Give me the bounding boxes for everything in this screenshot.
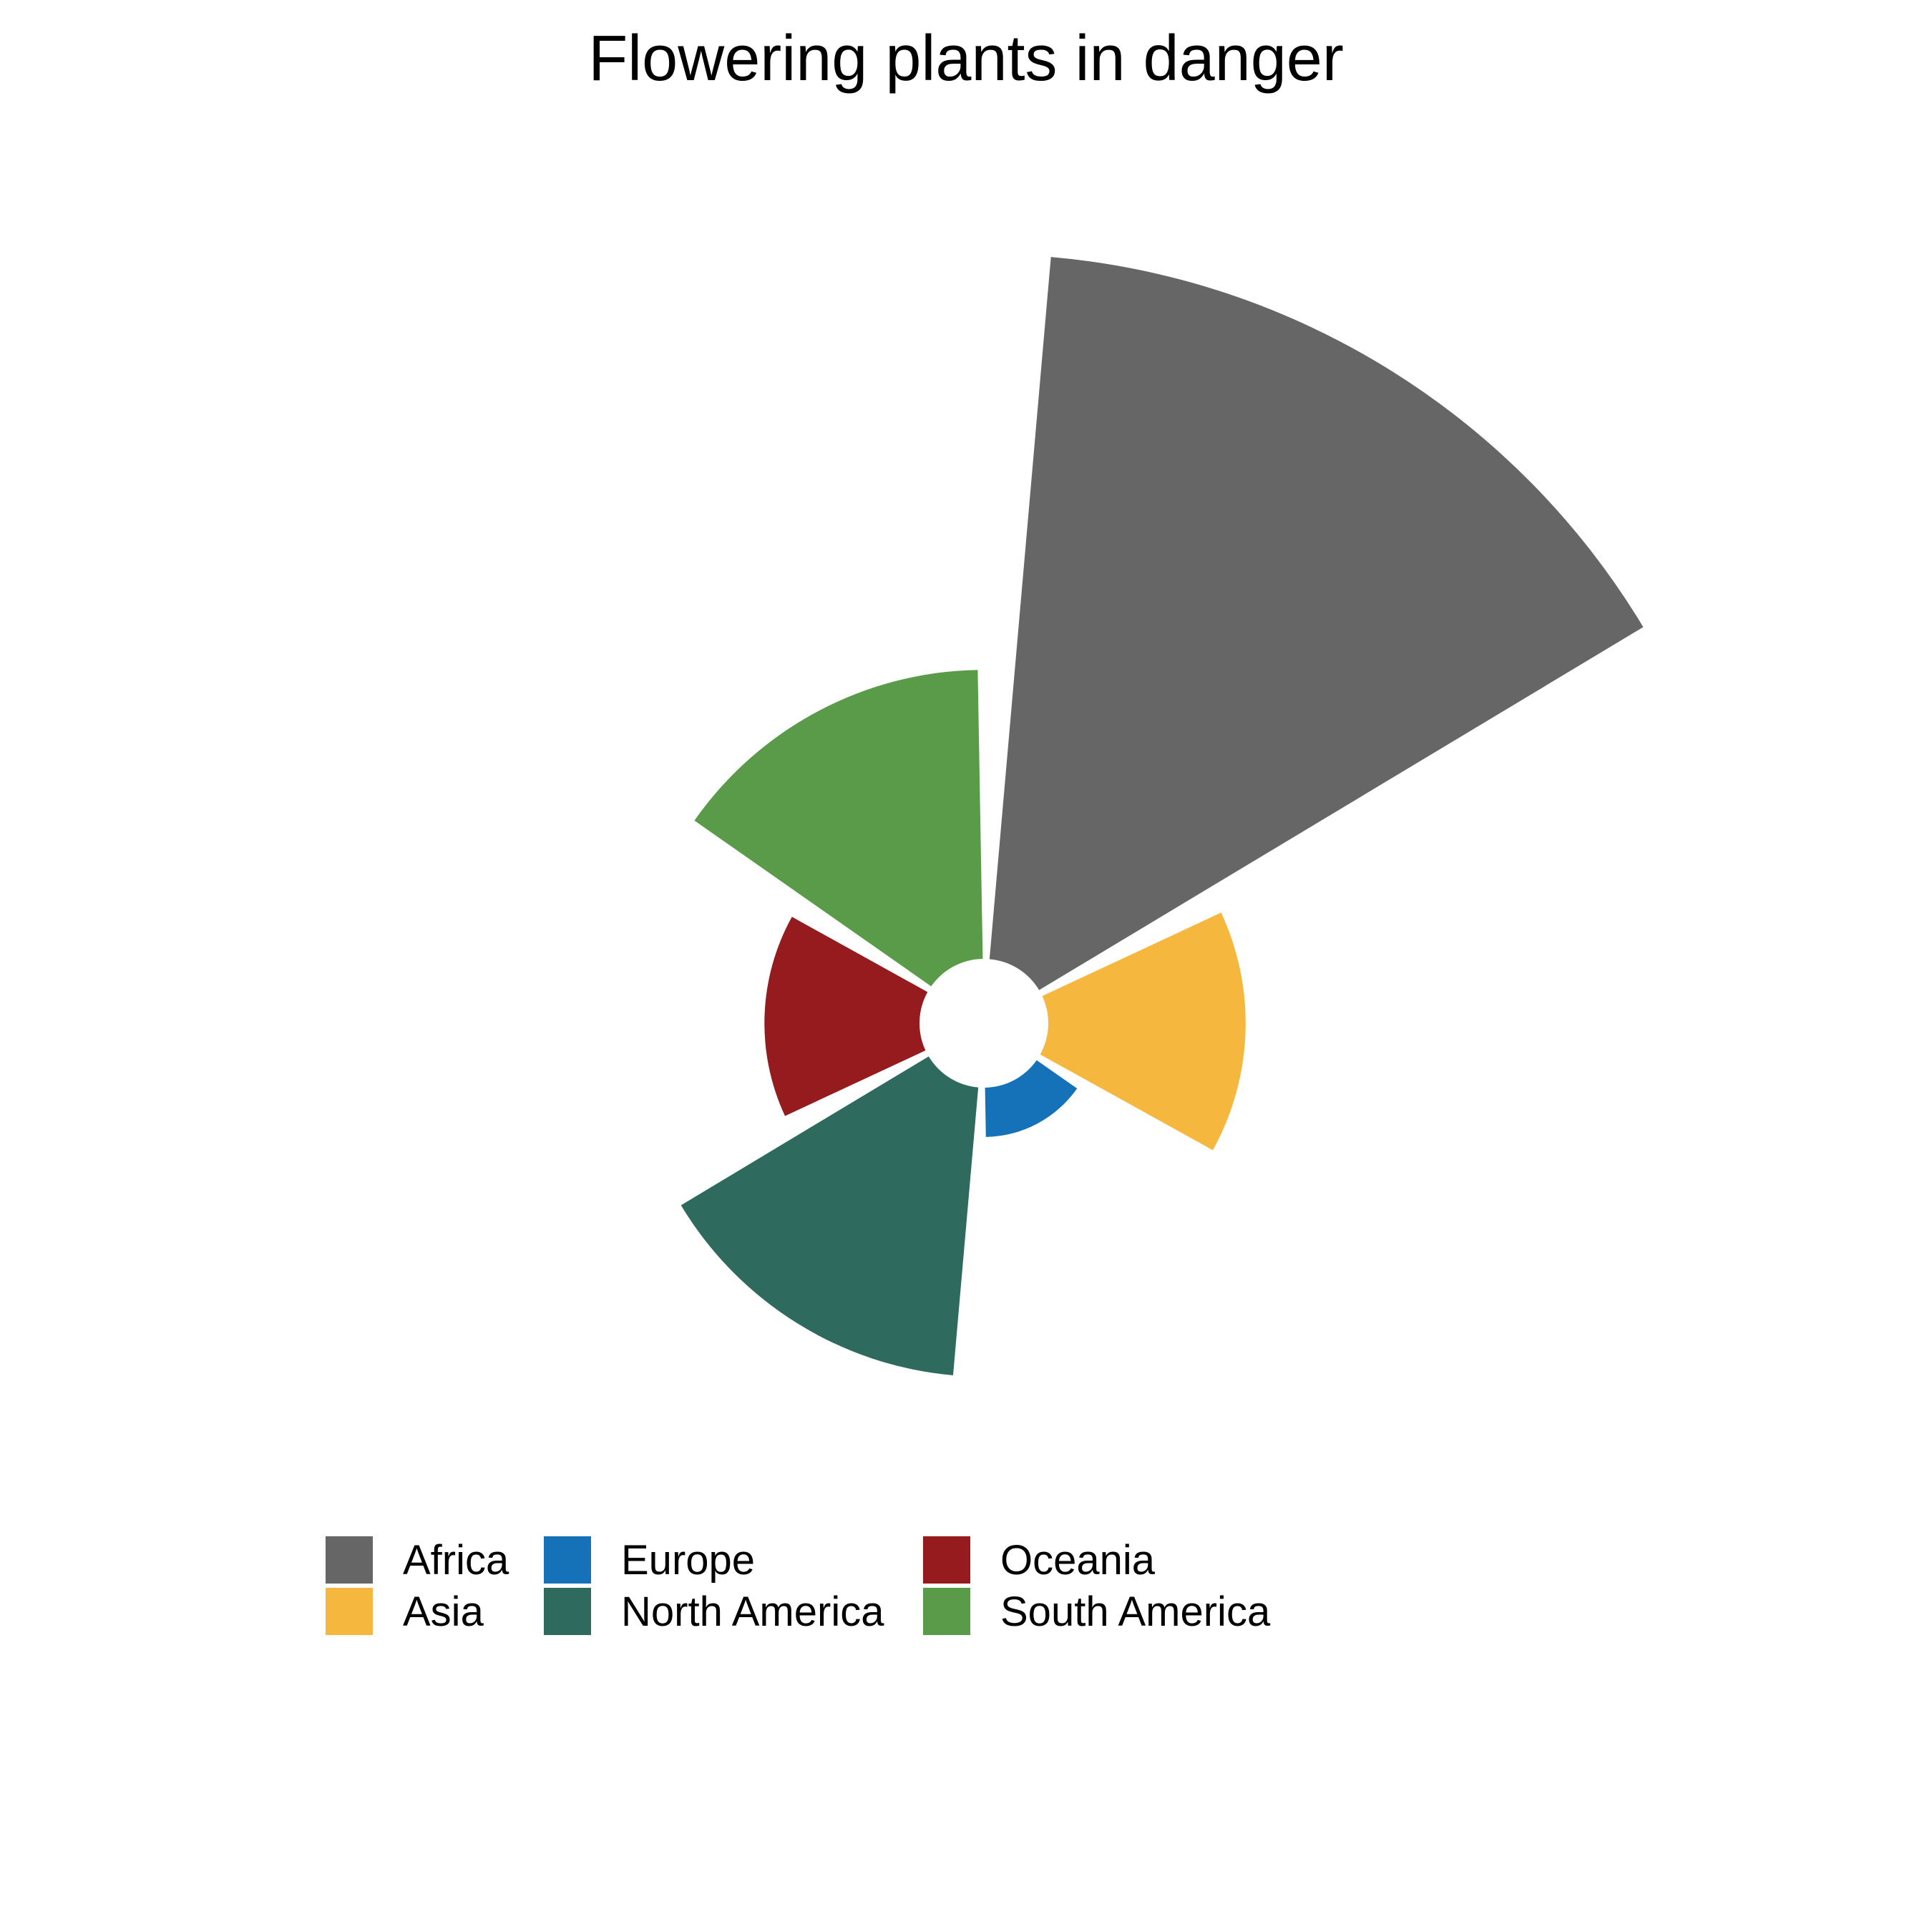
wedge-oceania — [764, 917, 928, 1116]
legend-label-africa: Africa — [403, 1537, 509, 1584]
wedge-europe — [985, 1060, 1078, 1137]
legend-label-europe: Europe — [621, 1537, 755, 1584]
legend: Africa Asia Europe North America Oceania Sout… — [326, 1536, 1271, 1635]
wedge-asia — [1040, 912, 1246, 1151]
legend-swatch-south-america — [923, 1588, 970, 1635]
wedge-africa — [989, 257, 1644, 990]
legend-swatch-asia — [326, 1588, 373, 1635]
wedge-south-america — [694, 670, 983, 987]
legend-swatch-north-america — [544, 1588, 591, 1635]
legend-swatch-europe — [544, 1536, 591, 1584]
legend-swatch-africa — [326, 1536, 373, 1584]
legend-label-oceania: Oceania — [1000, 1537, 1156, 1584]
chart-title: Flowering plants in danger — [588, 23, 1344, 94]
legend-swatch-oceania — [923, 1536, 970, 1584]
wedge-group — [680, 257, 1644, 1375]
wedge-north-america — [680, 1056, 979, 1375]
legend-label-south-america: South America — [1000, 1589, 1271, 1635]
legend-label-asia: Asia — [403, 1589, 484, 1635]
legend-label-north-america: North America — [621, 1589, 884, 1635]
